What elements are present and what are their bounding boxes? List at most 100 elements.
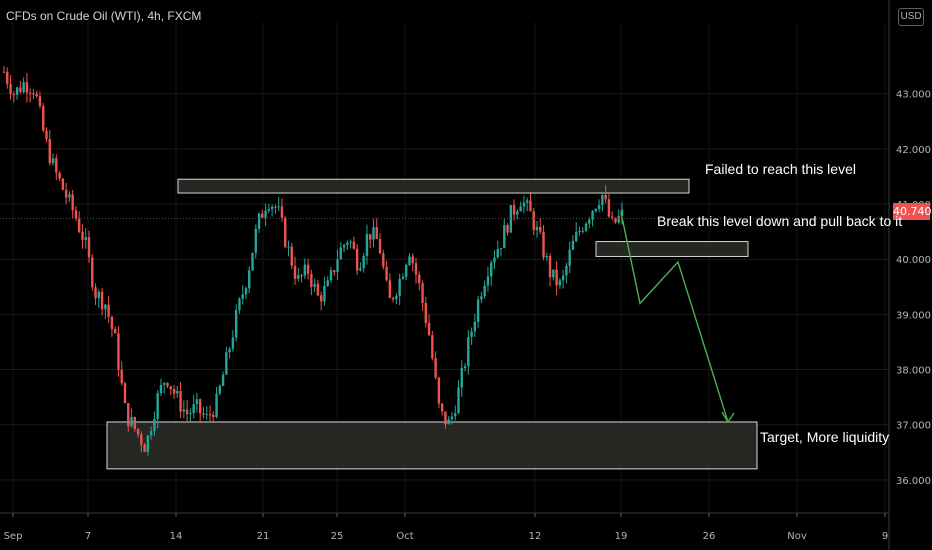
candle-body <box>336 259 339 272</box>
candle-body <box>369 234 372 240</box>
x-tick-label: Sep <box>4 531 23 542</box>
candle-body <box>2 71 6 73</box>
candle-body <box>297 275 300 279</box>
candle-body <box>61 178 65 190</box>
candle-body <box>575 232 578 242</box>
candle-body <box>45 130 48 140</box>
candle-body <box>516 211 519 215</box>
candle-body <box>225 351 228 375</box>
candle-body <box>264 210 267 218</box>
candle-body <box>398 278 401 296</box>
candle-body <box>94 287 97 299</box>
candle-body <box>277 206 280 208</box>
candle-body <box>411 256 414 264</box>
x-tick-label: 7 <box>85 531 91 542</box>
candle-body <box>192 404 195 414</box>
candle-body <box>123 383 127 404</box>
candle-body <box>25 82 29 93</box>
candle-body <box>581 230 584 232</box>
currency-button[interactable]: USD <box>898 8 924 26</box>
candle-body <box>9 83 12 95</box>
candle-body <box>382 253 385 267</box>
candle-body <box>375 227 378 240</box>
candle-body <box>470 331 473 338</box>
candle-body <box>163 382 166 385</box>
candle-body <box>352 241 356 249</box>
candle-body <box>38 96 42 107</box>
candle-body <box>238 298 241 311</box>
candle-body <box>617 216 620 223</box>
candle-body <box>208 414 212 416</box>
candle-body <box>218 385 222 394</box>
candle-body <box>228 348 231 352</box>
candle-body <box>401 276 405 279</box>
candle-body <box>496 249 499 258</box>
candle-body <box>133 417 136 429</box>
x-tick-label: 14 <box>170 531 183 542</box>
candle-body <box>558 280 562 286</box>
candle-body <box>166 382 169 387</box>
candle-body <box>143 444 146 452</box>
candle-body <box>91 257 94 288</box>
candle-body <box>467 337 470 367</box>
candle-body <box>274 206 277 208</box>
projection-line <box>620 212 729 423</box>
last-price-badge: 40.740 <box>893 203 932 220</box>
candle-body <box>486 276 490 286</box>
projection-arrowhead <box>721 411 735 424</box>
candle-body <box>182 409 186 412</box>
candle-body <box>55 158 58 173</box>
candle-body <box>205 414 208 416</box>
candle-body <box>300 275 303 277</box>
level-boxes <box>106 178 758 470</box>
candle-body <box>326 280 329 286</box>
candle-body <box>342 245 346 248</box>
candle-body <box>601 194 604 206</box>
candle-body <box>215 393 218 418</box>
y-tick-label: 40.000 <box>896 255 931 266</box>
candle-body <box>319 295 323 302</box>
candle-body <box>221 374 225 386</box>
candle-body <box>12 94 16 96</box>
candle-body <box>447 419 450 425</box>
x-tick-label: 21 <box>257 531 270 542</box>
candle-body <box>78 218 81 232</box>
y-tick-label: 38.000 <box>896 366 931 377</box>
candle-body <box>251 252 254 271</box>
candle-body <box>512 205 516 215</box>
candle-body <box>532 211 535 231</box>
candle-body <box>306 264 310 274</box>
candle-body <box>545 256 548 258</box>
candle-body <box>313 283 316 287</box>
candle-body <box>539 226 542 232</box>
candle-body <box>584 223 588 231</box>
candle-body <box>159 384 163 394</box>
candle-body <box>287 246 290 248</box>
candle-body <box>346 242 349 246</box>
x-tick-label: 25 <box>331 531 344 542</box>
candle-body <box>189 413 192 415</box>
candle-body <box>506 225 509 233</box>
candle-body <box>525 200 529 203</box>
projection-path <box>620 212 735 424</box>
level-box-target <box>106 421 758 470</box>
x-axis: Sep 7 14 21 25 Oct 12 19 26 Nov 9 <box>4 513 888 542</box>
candle-body <box>127 403 130 427</box>
candle-body <box>329 270 333 281</box>
candle-body <box>19 87 22 93</box>
candle-body <box>58 172 61 179</box>
candle-body <box>28 92 32 94</box>
candle-body <box>372 227 375 240</box>
candle-body <box>212 414 215 418</box>
candle-body <box>349 241 352 243</box>
y-tick-label: 43.000 <box>896 90 931 101</box>
candle-body <box>185 409 189 415</box>
candle-body <box>74 210 78 219</box>
candle-body <box>261 213 264 218</box>
candle-body <box>195 399 199 405</box>
candle-body <box>117 333 120 370</box>
candle-body <box>267 209 271 211</box>
candle-body <box>179 391 182 412</box>
